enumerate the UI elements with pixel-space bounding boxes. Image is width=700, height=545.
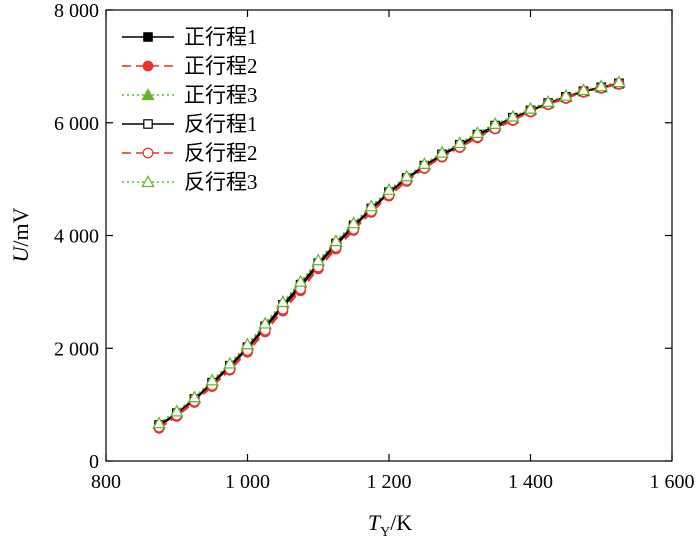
x-axis-label-main: T: [368, 510, 382, 535]
data-point: [223, 356, 237, 369]
data-point: [523, 101, 538, 114]
x-axis-label-sub: Y: [380, 525, 390, 540]
data-point: [170, 404, 184, 417]
y-axis-label-unit: /mV: [8, 207, 33, 246]
data-point: [435, 145, 449, 158]
y-tick-label: 6 000: [54, 113, 99, 135]
y-tick-label: 0: [89, 451, 99, 473]
y-axis-label-main: U: [8, 245, 33, 263]
axis-ticks: 800 1 000 1 200 1 400 1 600 0 2 000 4 000 6 000 8…: [54, 0, 695, 493]
legend-entry: 反行程1: [122, 112, 258, 136]
x-tick-label: 1 000: [225, 471, 270, 493]
data-point: [205, 373, 219, 386]
data-point: [329, 234, 343, 247]
x-axis-label: TY/K: [368, 510, 412, 540]
x-tick-label: 1 400: [508, 471, 553, 493]
data-point: [187, 390, 202, 403]
legend-marker: [143, 32, 153, 42]
data-point: [152, 416, 166, 429]
legend-label: 正行程2: [184, 54, 258, 78]
data-point: [276, 295, 290, 308]
legend-entry: 正行程1: [122, 25, 258, 49]
data-point: [541, 95, 555, 107]
data-point: [559, 88, 573, 101]
legend-entry: 正行程3: [122, 83, 258, 107]
y-tick-label: 2 000: [54, 338, 99, 360]
series-line: [158, 81, 620, 424]
legend-marker: [142, 60, 154, 72]
legend-entry: 反行程2: [122, 141, 258, 165]
y-axis-label: U/mV: [8, 207, 33, 262]
data-point: [453, 136, 467, 149]
legend-label: 反行程3: [184, 170, 258, 194]
legend: 正行程1 正行程2 正行程3 反行程1 反行程2 反行程3: [122, 25, 258, 194]
data-point: [240, 337, 255, 350]
data-point: [470, 126, 485, 138]
data-point: [400, 169, 414, 182]
data-point: [612, 75, 626, 88]
legend-marker: [141, 175, 155, 188]
x-tick-label: 1 200: [367, 471, 412, 493]
data-point: [506, 109, 520, 122]
legend-label: 反行程2: [184, 141, 258, 165]
legend-label: 反行程1: [184, 112, 258, 136]
data-point: [488, 117, 502, 129]
x-tick-label: 1 600: [650, 471, 695, 493]
data-point: [364, 199, 378, 212]
x-axis-label-unit: /K: [390, 510, 412, 535]
y-tick-label: 4 000: [54, 226, 99, 248]
legend-label: 正行程3: [184, 83, 258, 107]
y-tick-label: 8 000: [54, 0, 99, 22]
data-point: [417, 157, 431, 169]
legend-marker: [142, 147, 154, 159]
legend-entry: 正行程2: [122, 54, 258, 78]
legend-marker: [141, 88, 155, 101]
legend-label: 正行程1: [184, 25, 258, 49]
data-point: [311, 253, 325, 266]
x-tick-label: 800: [91, 471, 121, 493]
series-6: [152, 75, 626, 429]
data-point: [576, 83, 591, 96]
data-point: [594, 79, 608, 92]
legend-entry: 反行程3: [122, 170, 258, 194]
data-point: [258, 316, 272, 329]
data-point: [382, 183, 396, 195]
data-point: [347, 216, 361, 229]
plot-marks: [152, 75, 626, 434]
legend-marker: [143, 119, 153, 129]
data-point: [293, 274, 308, 287]
